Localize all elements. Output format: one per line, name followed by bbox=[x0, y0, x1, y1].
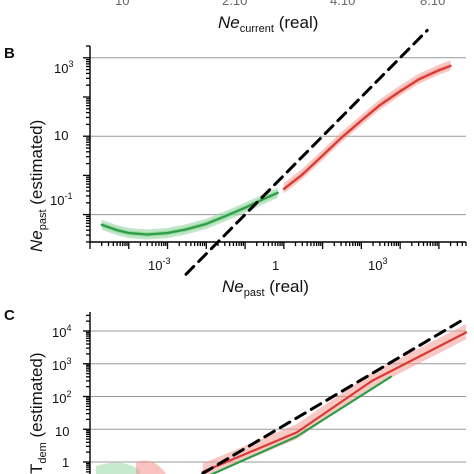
panel-c: C 104 103 102 10 1 Tdem (estimated) bbox=[4, 307, 468, 474]
panel-b-x-tick-label: 1 bbox=[272, 258, 279, 273]
panel-a-tick-label: 8.10 bbox=[420, 0, 445, 8]
panel-c-y-tick-label: 10 bbox=[55, 424, 69, 439]
panel-c-y-tick-label: 102 bbox=[52, 389, 71, 406]
panel-a-tick-label: 2.10 bbox=[222, 0, 247, 8]
panel-c-grid bbox=[90, 330, 466, 463]
panel-c-y-tick-label: 103 bbox=[52, 356, 71, 373]
panel-c-green-line bbox=[209, 375, 392, 474]
panel-c-y-tick-label: 104 bbox=[52, 323, 71, 340]
panel-c-red-band bbox=[202, 324, 466, 474]
panel-c-series bbox=[96, 316, 468, 474]
panel-a-tick-label: 4.10 bbox=[330, 0, 355, 8]
panel-a-tick-label: 10 bbox=[115, 0, 129, 8]
panel-b-identity-line bbox=[184, 28, 429, 276]
panel-c-red-left-band bbox=[136, 460, 166, 474]
panel-c-axes bbox=[83, 312, 91, 474]
panel-b: B 103 10 10-1 10-3 1 103 Nepast (real) bbox=[4, 28, 467, 299]
panel-b-grid bbox=[90, 57, 466, 216]
panel-b-red-line bbox=[282, 64, 452, 191]
panel-c-y-axis-label: Tdem (estimated) bbox=[27, 352, 49, 474]
panel-b-series bbox=[100, 28, 452, 276]
panel-c-red-line bbox=[201, 331, 468, 473]
panel-c-y-tick-label: 1 bbox=[62, 455, 69, 470]
panel-b-y-tick-label: 10 bbox=[54, 128, 68, 143]
panel-b-red-band bbox=[283, 60, 451, 194]
panel-b-y-axis-label: Nepast (estimated) bbox=[27, 120, 49, 252]
panel-b-x-tick-label: 10-3 bbox=[148, 256, 170, 273]
panel-b-letter: B bbox=[4, 45, 15, 62]
panel-c-letter: C bbox=[4, 307, 15, 324]
panel-b-y-tick-label: 103 bbox=[54, 59, 73, 76]
panel-b-x-tick-label: 103 bbox=[368, 256, 387, 273]
panel-b-axes bbox=[83, 45, 467, 249]
panel-c-green-left-band bbox=[96, 462, 140, 474]
panel-b-green-line bbox=[100, 191, 279, 236]
panel-b-y-tick-label: 10-1 bbox=[50, 191, 72, 208]
panel-b-x-axis-label: Nepast (real) bbox=[222, 277, 309, 299]
panel-a-x-axis-label: Necurrent (real) bbox=[218, 13, 318, 35]
panel-c-identity-line bbox=[201, 316, 468, 474]
panel-a: 10 2.10 4.10 8.10 Necurrent (real) bbox=[115, 0, 445, 35]
